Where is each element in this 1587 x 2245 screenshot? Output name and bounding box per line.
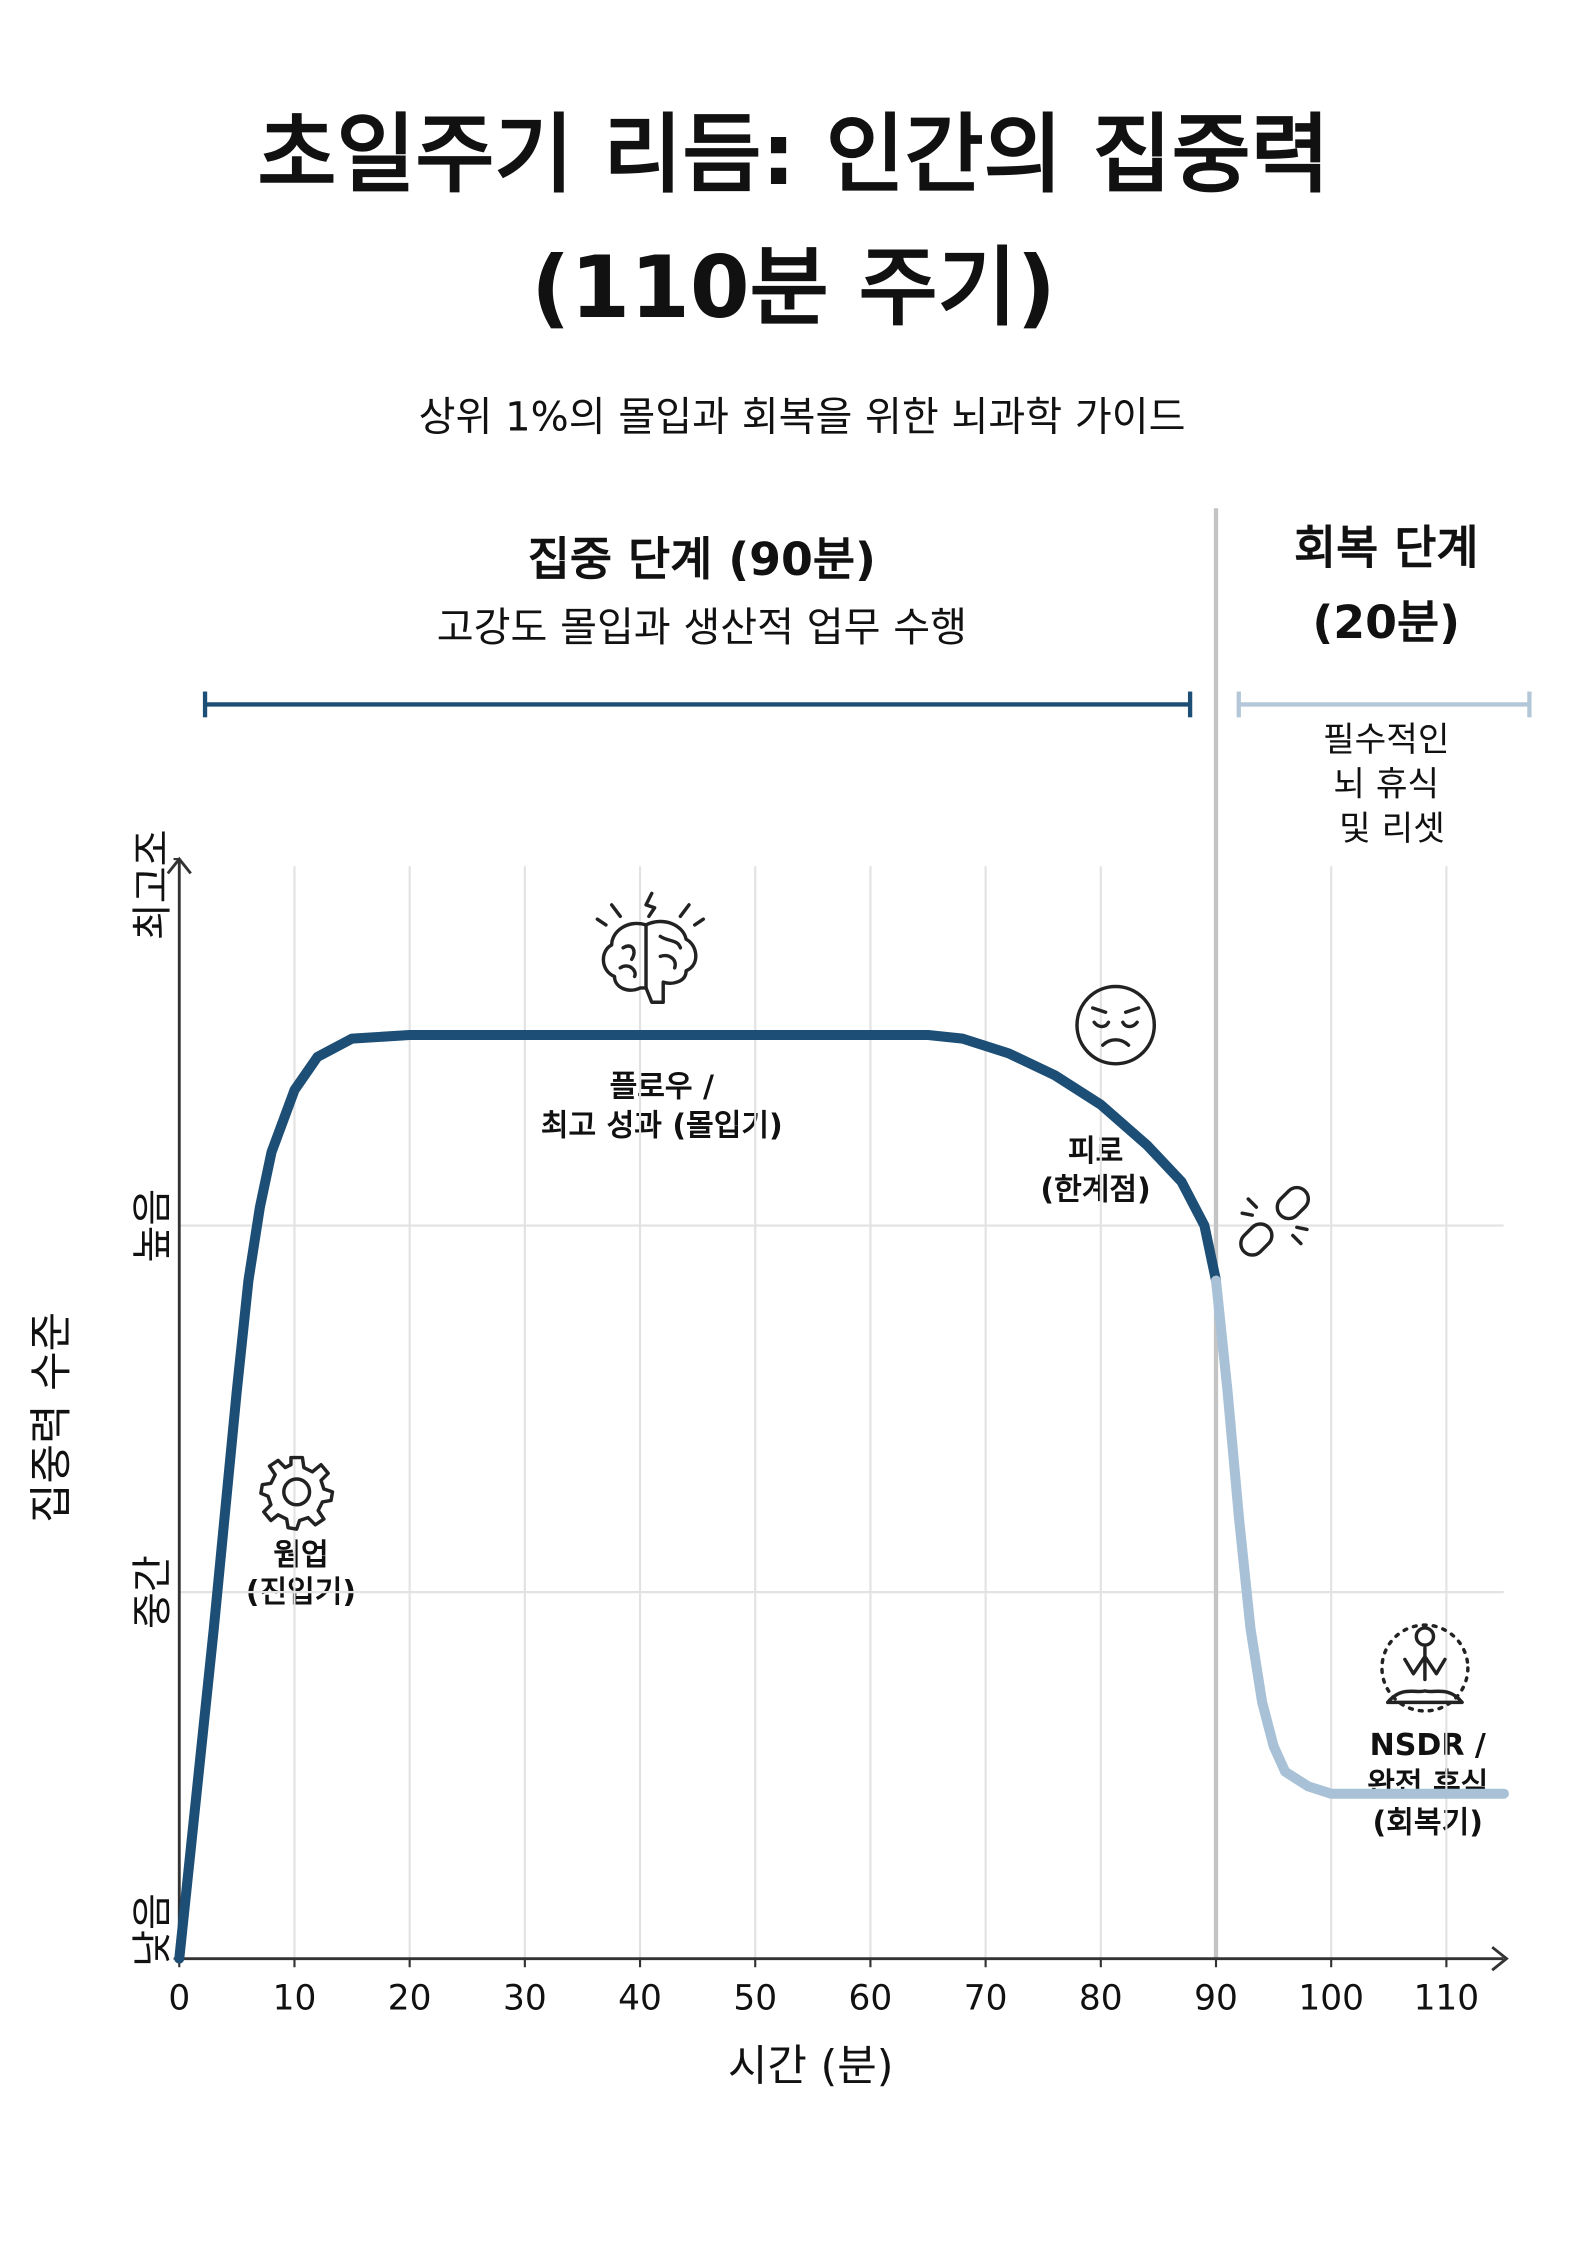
x-tick-label: 20 bbox=[388, 1979, 432, 2019]
tired-face-icon bbox=[1075, 984, 1157, 1066]
phase-title: 회복 단계 bbox=[1294, 521, 1478, 575]
x-tick-label: 10 bbox=[273, 1979, 317, 2019]
phase-title: (20분) bbox=[1312, 595, 1460, 649]
gear-icon bbox=[259, 1455, 335, 1531]
phase-title: 집중 단계 (90분) bbox=[528, 532, 876, 586]
data-line bbox=[174, 1030, 1222, 1964]
annotation: 웜업 bbox=[273, 1538, 328, 1573]
y-axis-arrow bbox=[166, 856, 192, 875]
annotation: 최고 성과 (몰입기) bbox=[541, 1108, 783, 1143]
y-tick-label: 낮음 bbox=[130, 1893, 176, 1967]
annotation: 플로우 / bbox=[610, 1070, 714, 1105]
annotation: (회복기) bbox=[1373, 1806, 1483, 1841]
annotation: NSDR / bbox=[1370, 1728, 1486, 1763]
chart-title: 초일주기 리듬: 인간의 집중력 bbox=[257, 105, 1329, 205]
x-axis-label: 시간 (분) bbox=[728, 2041, 894, 2091]
y-tick-label: 중간 bbox=[130, 1555, 176, 1629]
brain-icon bbox=[595, 891, 706, 1004]
phase-description: 고강도 몰입과 생산적 업무 수행 bbox=[437, 605, 967, 651]
x-tick-label: 90 bbox=[1194, 1979, 1238, 2019]
x-tick-label: 80 bbox=[1079, 1979, 1123, 2019]
chart-subtitle: 상위 1%의 몰입과 회복을 위한 뇌과학 가이드 bbox=[419, 395, 1186, 441]
x-tick-label: 100 bbox=[1298, 1979, 1364, 2019]
phase-description: 필수적인 bbox=[1323, 720, 1449, 760]
meditation-icon bbox=[1380, 1623, 1470, 1713]
x-tick-label: 50 bbox=[733, 1979, 777, 2019]
broken-chain-icon bbox=[1239, 1185, 1311, 1257]
phase-description: 뇌 휴식 bbox=[1333, 765, 1439, 805]
x-tick-label: 0 bbox=[168, 1979, 190, 2019]
x-tick-label: 110 bbox=[1414, 1979, 1480, 2019]
x-tick-label: 70 bbox=[964, 1979, 1008, 2019]
y-tick-label: 최고조 bbox=[130, 830, 176, 941]
chart-title: (110분 주기) bbox=[531, 238, 1056, 338]
x-tick-label: 30 bbox=[503, 1979, 547, 2019]
x-axis-arrow bbox=[1491, 1946, 1509, 1972]
annotation: (한계점) bbox=[1040, 1173, 1150, 1208]
x-tick-label: 40 bbox=[618, 1979, 662, 2019]
annotation: 피로 bbox=[1068, 1134, 1123, 1169]
y-axis-label: 집중력 수준 bbox=[27, 1312, 77, 1523]
x-tick-label: 60 bbox=[849, 1979, 893, 2019]
y-tick-label: 높음 bbox=[130, 1189, 176, 1263]
phase-description: 및 리셋 bbox=[1339, 809, 1445, 849]
data-line bbox=[1211, 1275, 1509, 1799]
